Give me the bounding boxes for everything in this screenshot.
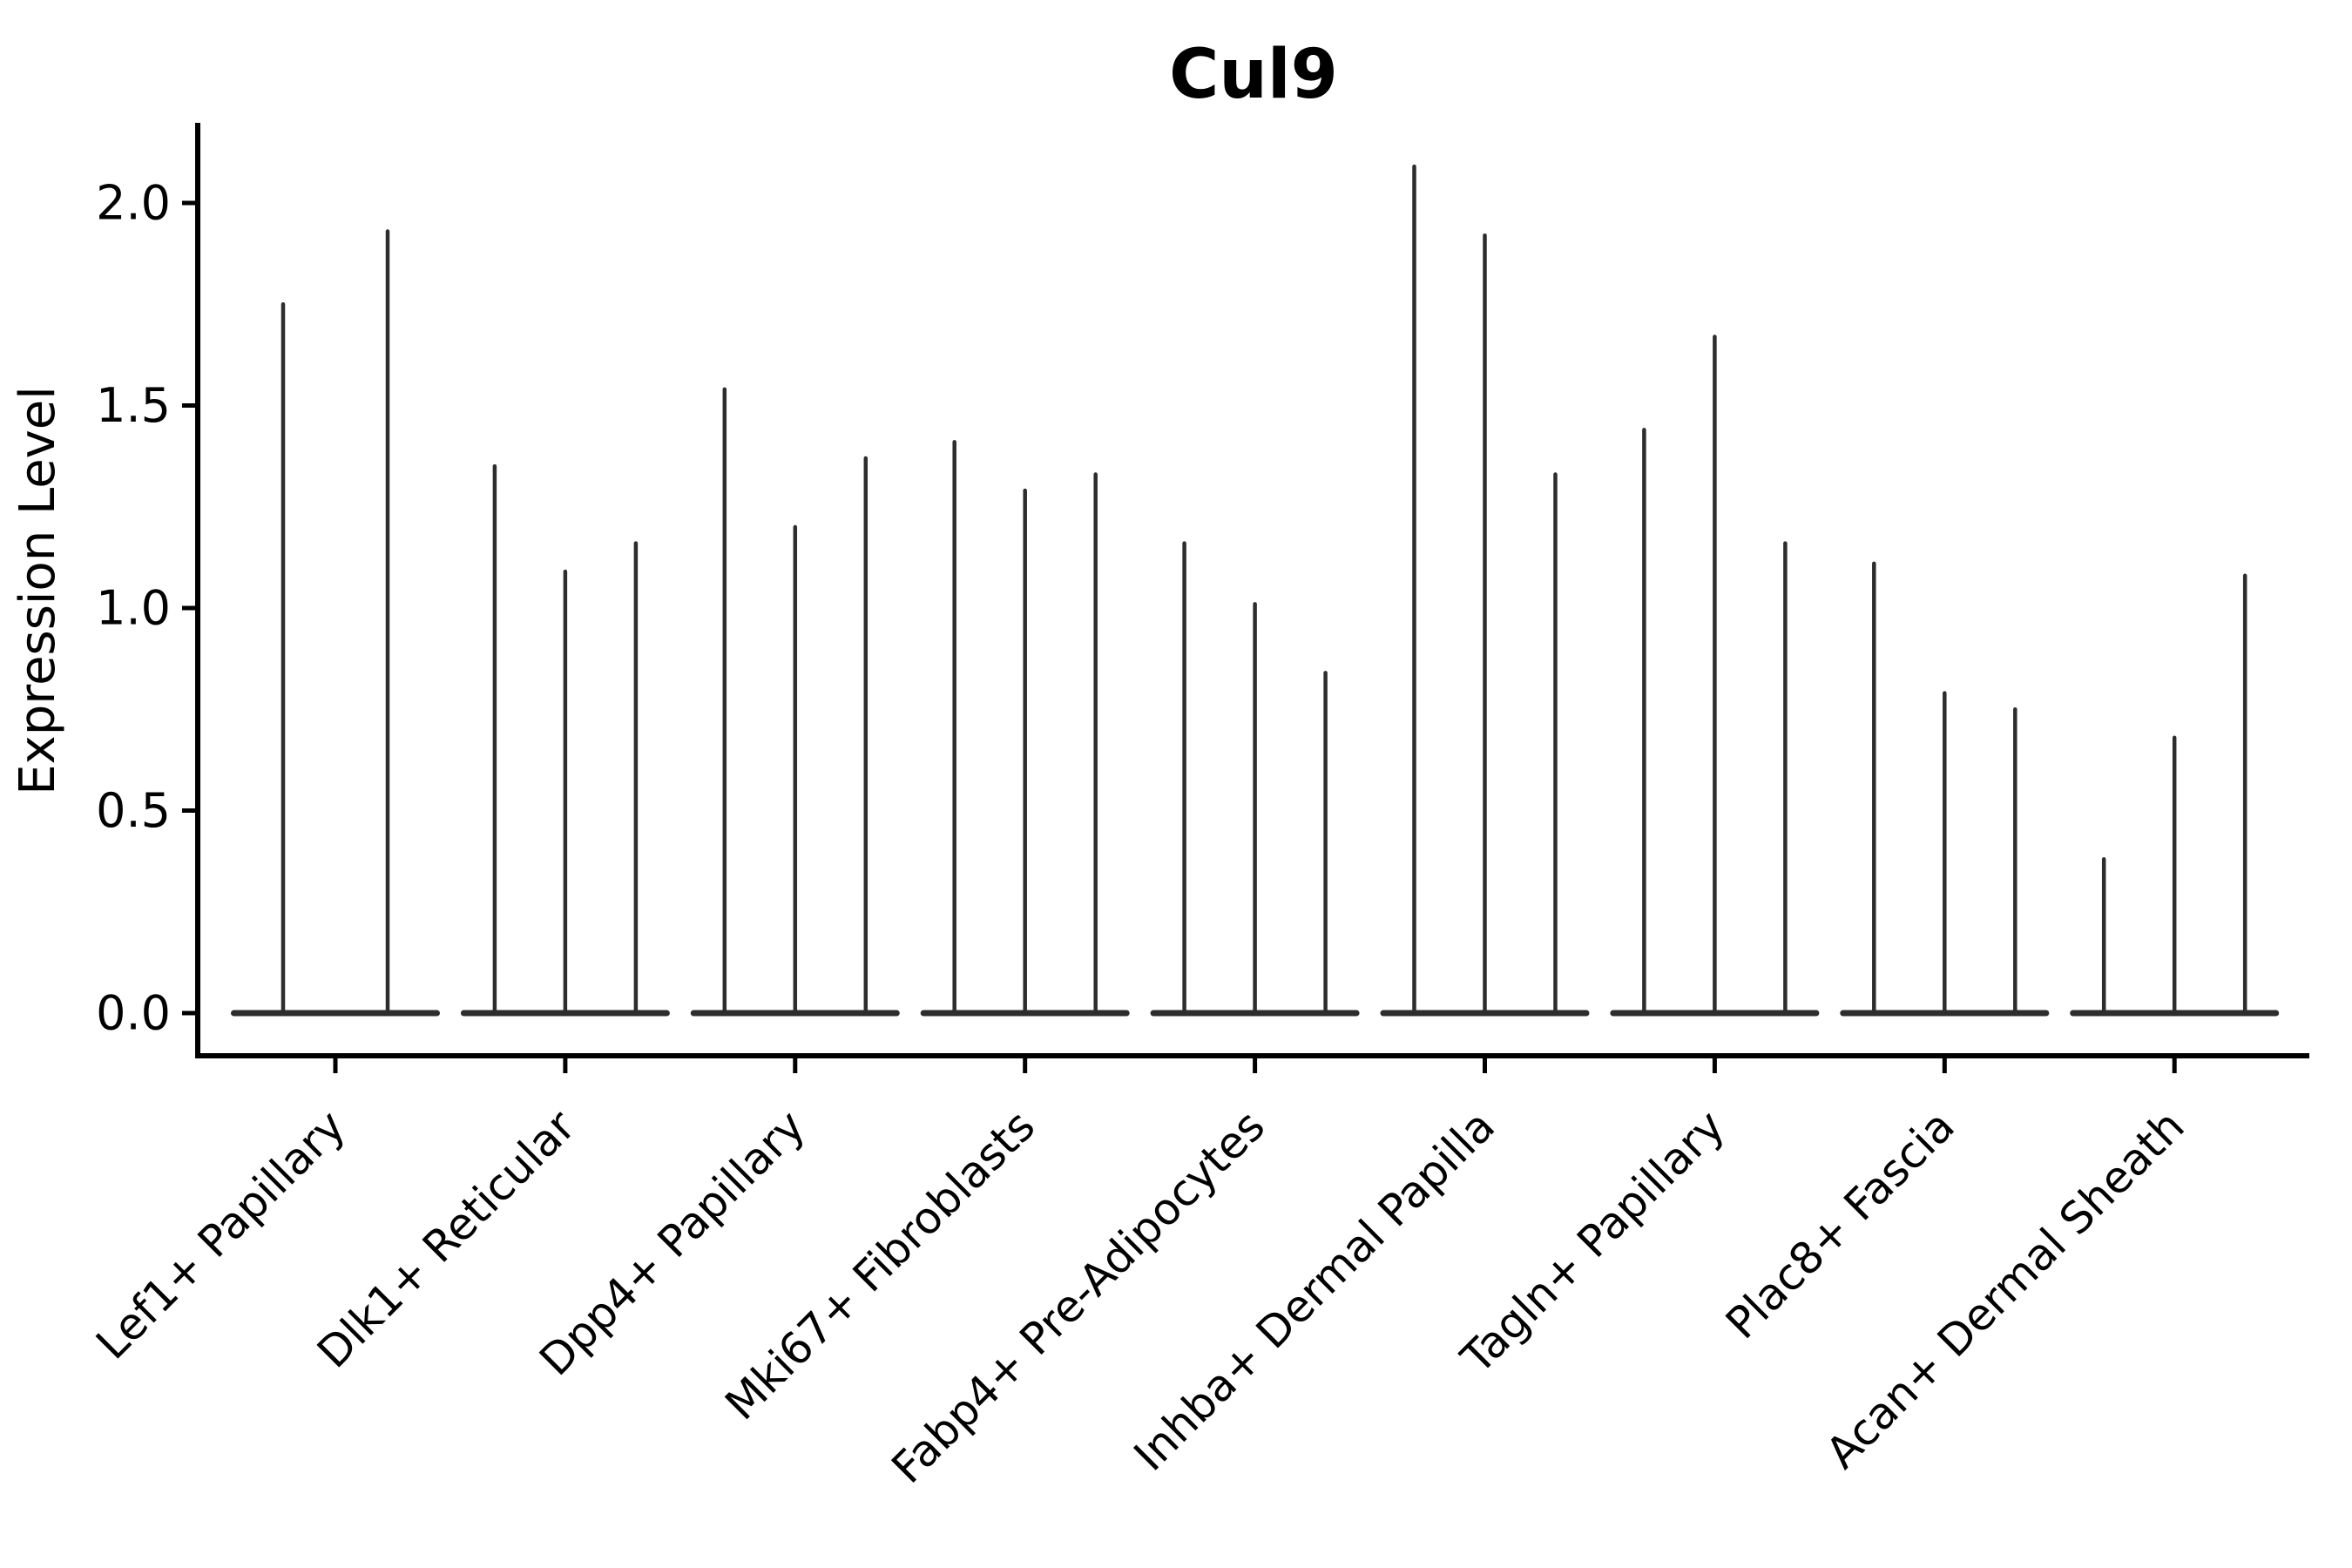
violin-group xyxy=(1840,561,2050,1017)
violin-group xyxy=(231,229,440,1017)
violin-group xyxy=(460,464,670,1017)
y-tick-label: 1.0 xyxy=(96,581,171,636)
y-ticks-layer: 0.0 0.5 1.0 1.5 2.0 xyxy=(96,176,198,1041)
violin-group xyxy=(2070,573,2280,1017)
violin-group xyxy=(920,440,1130,1017)
violin-group xyxy=(1380,164,1590,1017)
x-tick-label: Plac8+ Fascia xyxy=(1716,1100,1964,1348)
violins-layer xyxy=(231,164,2280,1017)
axes-layer xyxy=(195,123,2309,1058)
x-tick-label: Fabp4+ Pre-Adipocytes xyxy=(882,1100,1275,1493)
y-tick-label: 2.0 xyxy=(96,176,171,231)
violin-group xyxy=(1610,335,1820,1017)
y-tick-label: 0.0 xyxy=(96,986,171,1041)
chart-title: Cul9 xyxy=(1169,36,1338,114)
violin-group xyxy=(1150,541,1360,1017)
y-tick-label: 1.5 xyxy=(96,378,171,433)
violin-base xyxy=(231,1010,440,1017)
x-tick-label: Lef1+ Papillary xyxy=(86,1100,355,1369)
violin-group xyxy=(690,387,900,1017)
y-tick-label: 0.5 xyxy=(96,783,171,838)
y-axis-label: Expression Level xyxy=(10,386,66,795)
